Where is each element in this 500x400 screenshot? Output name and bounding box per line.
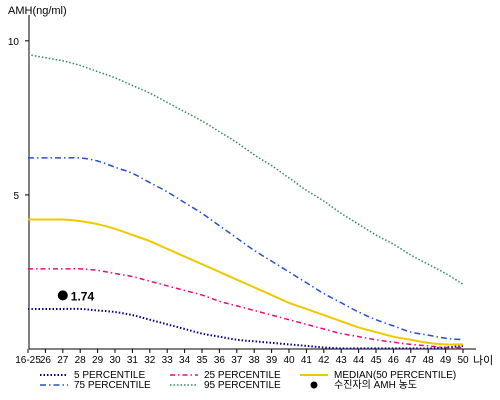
x-tick-label: 42	[318, 355, 330, 366]
x-axis-label: 나이	[473, 354, 493, 367]
x-tick-label: 32	[144, 355, 156, 366]
x-tick-label: 49	[440, 355, 452, 366]
x-tick-label: 44	[353, 355, 365, 366]
x-tick-label: 27	[57, 355, 69, 366]
y-tick-label: 5	[13, 191, 19, 202]
legend-label: 5 PERCENTILE	[74, 370, 145, 381]
marker-layer: 1.74	[57, 289, 95, 303]
x-tick-label: 33	[162, 355, 174, 366]
y-axis-label: AMH(ng/ml)	[8, 5, 67, 17]
x-tick-label: 46	[388, 355, 400, 366]
legend-marker-swatch	[310, 381, 318, 389]
legend-marker-label: 수진자의 AMH 농도	[334, 379, 417, 391]
x-tick-label: 47	[405, 355, 417, 366]
x-tick-label: 39	[266, 355, 278, 366]
legend-label: 25 PERCENTILE	[204, 370, 281, 381]
patient-amh-value-label: 1.74	[71, 289, 95, 303]
x-tick-label: 28	[75, 355, 87, 366]
legend: 5 PERCENTILE 25 PERCENTILE MEDIAN(50 PERCE…	[40, 370, 456, 391]
x-tick-label: 40	[283, 355, 295, 366]
x-tick-label: 43	[336, 355, 348, 366]
x-tick-label: 35	[196, 355, 208, 366]
x-tick-label: 34	[179, 355, 191, 366]
series-layer	[27, 53, 464, 350]
series-line-25-percentile	[28, 268, 464, 349]
x-tick-label: 45	[370, 355, 382, 366]
x-tick-label: 37	[231, 355, 243, 366]
x-axis: 16-25 26 27 28 29 30 31 32 33 34 35 36 37 38 39 40 41 42 4…	[15, 348, 493, 367]
y-tick-label: 10	[8, 37, 20, 48]
series-line-5-percentile	[28, 307, 464, 350]
x-tick-label: 41	[301, 355, 313, 366]
x-tick-label: 38	[249, 355, 261, 366]
y-axis: AMH(ng/ml) 5 10	[8, 5, 67, 349]
series-line-75-percentile	[27, 156, 464, 341]
x-tick-label: 48	[423, 355, 435, 366]
patient-amh-marker	[57, 290, 68, 301]
x-tick-label: 16-25	[15, 355, 41, 366]
legend-label: 95 PERCENTILE	[204, 380, 281, 391]
x-tick-label: 36	[214, 355, 226, 366]
legend-label: 75 PERCENTILE	[74, 380, 151, 391]
series-line-95-percentile	[27, 53, 464, 285]
x-tick-label: 26	[40, 355, 52, 366]
x-tick-label: 31	[127, 355, 139, 366]
x-tick-label: 30	[109, 355, 121, 366]
series-line-median-50-percentile	[28, 218, 464, 346]
x-tick-label: 29	[92, 355, 104, 366]
x-tick-label: 50	[457, 355, 469, 366]
legend-label: MEDIAN(50 PERCENTILE)	[334, 370, 456, 381]
